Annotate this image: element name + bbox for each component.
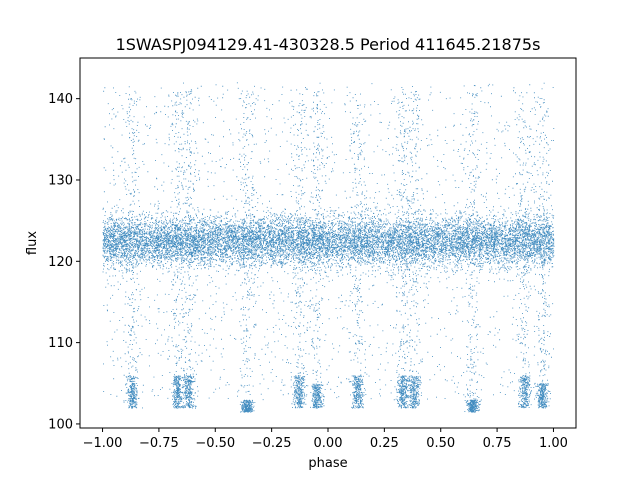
y-tick-label: 120 [48, 255, 73, 270]
y-axis: 100 110 120 130 140 [48, 92, 80, 432]
x-tick-label: 0.50 [426, 436, 455, 451]
x-tick-label: −0.25 [252, 436, 292, 451]
y-tick-label: 110 [48, 336, 73, 351]
y-tick-label: 100 [48, 417, 73, 432]
x-tick-label: −1.00 [83, 436, 123, 451]
x-axis-label: phase [308, 456, 347, 471]
x-axis: −1.00 −0.75 −0.50 −0.25 0.00 0.25 0.50 0.75 1.00 [83, 428, 568, 451]
x-tick-label: 1.00 [539, 436, 568, 451]
chart-title: 1SWASPJ094129.41-430328.5 Period 411645.… [116, 35, 541, 54]
y-axis-label: flux [25, 231, 40, 255]
x-tick-label: −0.75 [139, 436, 179, 451]
y-tick-label: 140 [48, 92, 73, 107]
x-tick-label: −0.50 [195, 436, 235, 451]
x-tick-label: 0.00 [314, 436, 343, 451]
x-tick-label: 0.75 [483, 436, 512, 451]
y-tick-label: 130 [48, 173, 73, 188]
x-tick-label: 0.25 [370, 436, 399, 451]
